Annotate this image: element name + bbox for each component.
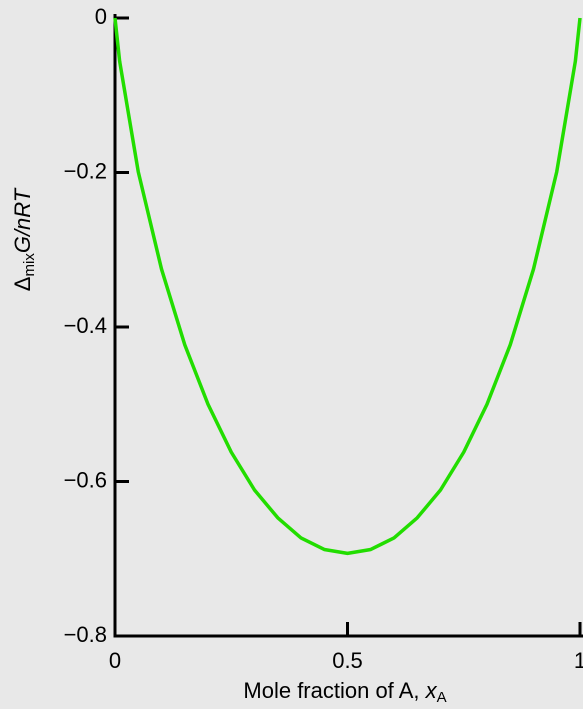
y-tick-label: 0 [95, 4, 107, 29]
x-label-sub: A [437, 689, 447, 706]
y-label-delta: Δ [10, 276, 35, 291]
x-tick-label: 0 [109, 648, 121, 673]
y-axis-label: ΔmixG/nRT [10, 187, 38, 291]
y-label-text: G/nRT [10, 187, 35, 253]
y-tick-label: −0.4 [64, 313, 107, 338]
y-tick-label: −0.6 [64, 467, 107, 492]
x-tick-label: 1 [574, 648, 583, 673]
curve [113, 17, 582, 556]
y-tick-label: −0.8 [64, 622, 107, 647]
y-label-sub: mix [21, 253, 38, 277]
y-tick-label: −0.2 [64, 158, 107, 183]
x-label-text: Mole fraction of A, [243, 678, 425, 703]
x-tick-label: 0.5 [332, 648, 363, 673]
x-axis-label: Mole fraction of A, xA [243, 678, 446, 706]
x-label-var: x [425, 678, 438, 703]
